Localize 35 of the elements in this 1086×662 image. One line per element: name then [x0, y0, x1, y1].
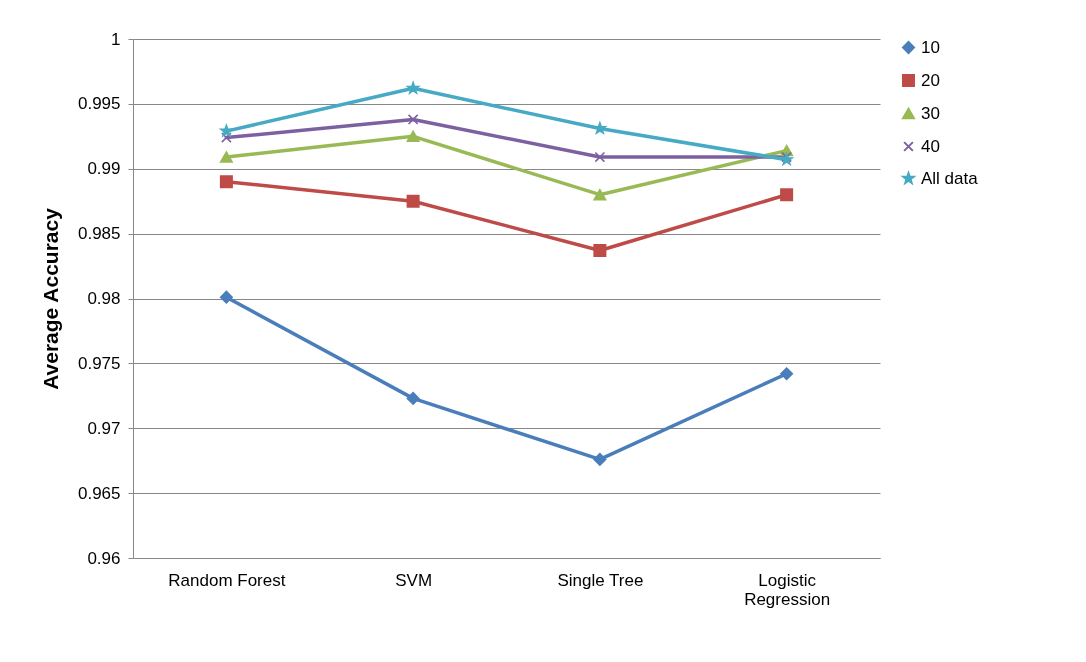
x-tick-label: Single Tree	[557, 570, 644, 590]
legend-label: 20	[921, 70, 940, 90]
y-tick-label: 0.975	[77, 353, 121, 373]
point	[594, 151, 606, 163]
y-axis-title: Average Accuracy	[38, 207, 62, 390]
point	[219, 175, 233, 189]
y-tick-label: 0.995	[77, 94, 121, 114]
point	[780, 367, 794, 381]
y-tick-label: 0.965	[77, 483, 121, 503]
y-tick-label: 0.97	[87, 418, 121, 438]
x-tick-label: Logistic Regression	[744, 570, 831, 609]
point	[406, 130, 420, 143]
point	[219, 151, 233, 163]
legend-label: All data	[921, 168, 979, 188]
point	[593, 452, 607, 466]
point	[406, 81, 420, 94]
y-tick-label: 0.985	[77, 224, 121, 244]
point	[593, 122, 607, 134]
x-tick-label: Random Forest	[168, 570, 286, 590]
point	[221, 132, 232, 143]
legend-label: 30	[921, 103, 940, 123]
point	[407, 114, 419, 125]
point	[593, 188, 607, 201]
y-tick-label: 0.98	[87, 289, 121, 308]
legend-label: 10	[921, 37, 940, 57]
point	[406, 194, 420, 208]
y-tick-label: 0.99	[87, 159, 121, 179]
point	[780, 188, 794, 202]
point	[219, 290, 233, 304]
x-tick-label: SVM	[395, 570, 433, 590]
point	[593, 243, 607, 257]
y-tick-label: 0.96	[87, 548, 121, 568]
y-tick-label: 1	[111, 29, 121, 49]
point	[406, 391, 420, 405]
legend-label: 40	[921, 136, 940, 156]
